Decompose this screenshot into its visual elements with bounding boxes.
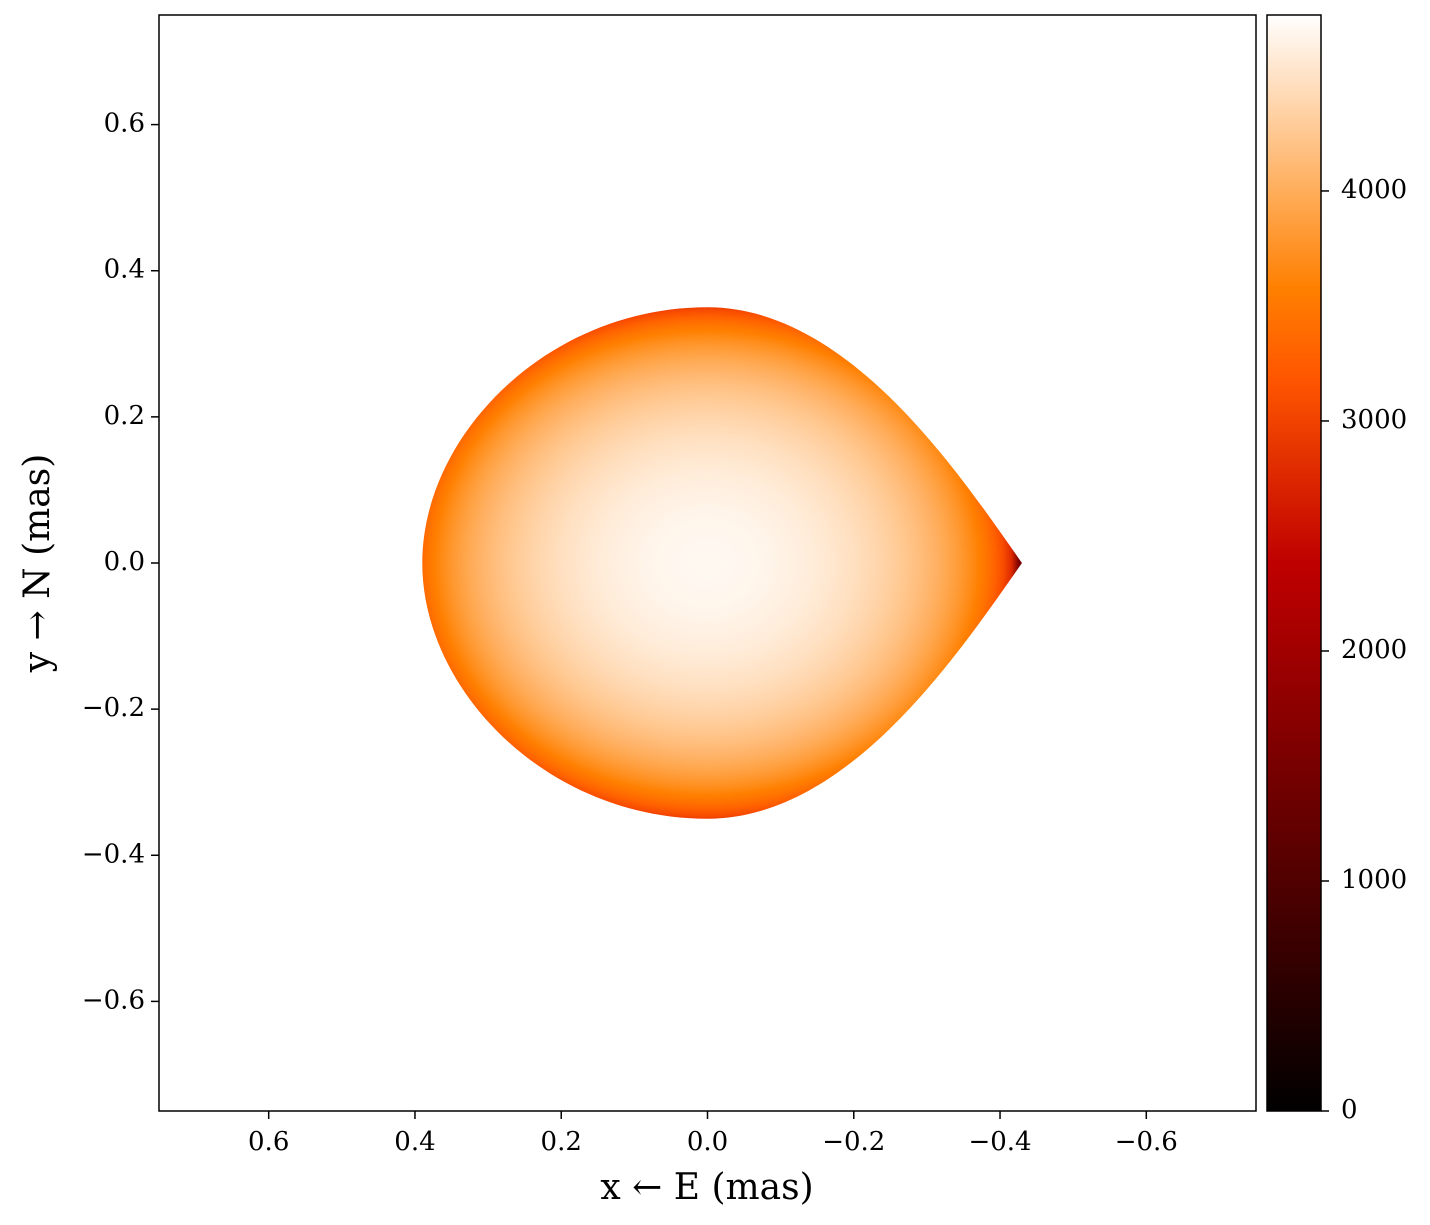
colorbar-tick-label: 4000 [1341,175,1407,205]
y-tick-label: 0.4 [104,255,145,285]
star-image [422,307,1022,819]
y-tick-label: 0.6 [104,109,145,139]
x-tick-label: −0.6 [1115,1127,1178,1157]
x-tick-label: 0.2 [541,1127,582,1157]
y-tick-label: 0.2 [104,401,145,431]
x-tick-label: −0.2 [822,1127,885,1157]
x-axis-label: x ← E (mas) [600,1167,813,1208]
x-tick-label: 0.6 [248,1127,289,1157]
y-tick-label: 0.0 [104,547,145,577]
colorbar-tick-label: 3000 [1341,405,1407,435]
y-axis-label: y → N (mas) [17,454,58,674]
y-tick-label: −0.2 [82,693,145,723]
colorbar [1266,14,1322,1112]
colorbar-tick-label: 2000 [1341,635,1407,665]
y-tick-label: −0.6 [82,985,145,1015]
colorbar-tick-label: 1000 [1341,865,1407,895]
x-tick-label: 0.4 [394,1127,435,1157]
y-tick-label: −0.4 [82,839,145,869]
x-tick-label: −0.4 [968,1127,1031,1157]
x-tick-label: 0.0 [687,1127,728,1157]
colorbar-tick-label: 0 [1341,1095,1358,1125]
